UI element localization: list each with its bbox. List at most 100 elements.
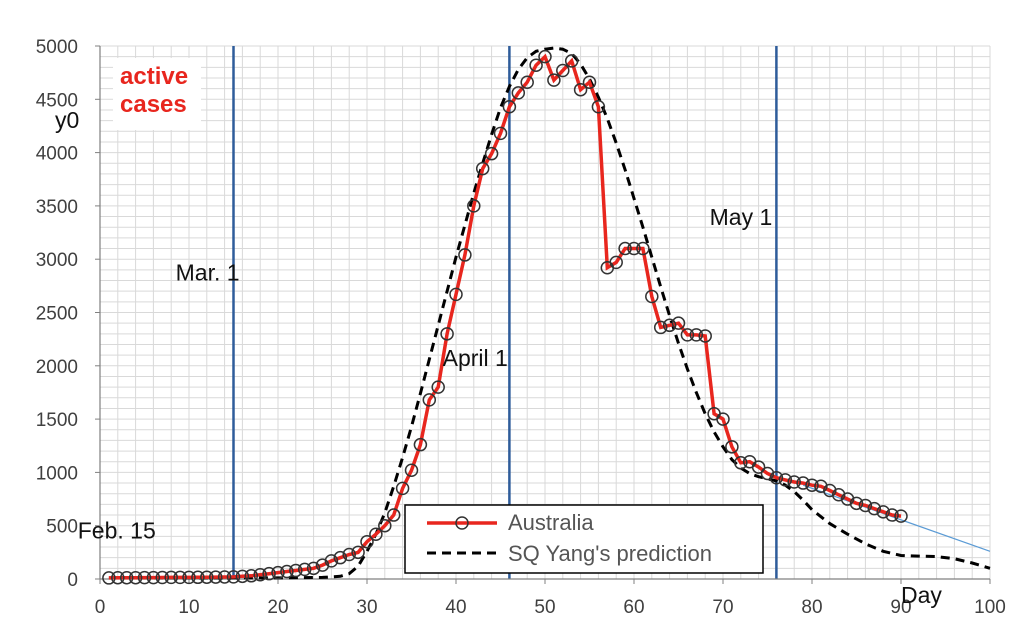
australia-point (369, 527, 383, 541)
australia-point (582, 75, 597, 89)
x-tick-label: 60 (623, 597, 644, 618)
x-tick-label: 70 (712, 597, 733, 618)
australia-point (306, 561, 321, 576)
australia-point (680, 328, 695, 342)
australia-point (271, 565, 285, 580)
australia-point (867, 501, 882, 516)
australia-point (734, 456, 748, 470)
australia-point (155, 570, 170, 585)
y-tick-label: 500 (46, 517, 78, 538)
y-tick-label: 5000 (36, 37, 78, 58)
australia-point (378, 518, 392, 533)
australia-point (529, 58, 543, 72)
australia-point (716, 412, 730, 426)
australia-point (573, 82, 588, 97)
y-tick-label: 0 (67, 570, 78, 591)
australia-point (885, 508, 899, 522)
legend: Australia SQ Yang's prediction (404, 504, 764, 574)
australia-point (342, 547, 356, 562)
legend-box (404, 504, 764, 574)
x-axis-label: Day (901, 582, 942, 608)
australia-point (805, 478, 819, 492)
legend-australia-label: Australia (508, 510, 594, 535)
australia-point (636, 241, 650, 256)
australia-point (413, 437, 428, 452)
x-tick-label: 0 (95, 597, 106, 618)
australia-point (849, 496, 864, 511)
australia-line (108, 53, 902, 580)
australia-point (280, 564, 294, 579)
australia-point (137, 570, 152, 585)
legend-prediction-label: SQ Yang's prediction (508, 541, 712, 566)
x-tick-label: 20 (267, 597, 288, 618)
australia-point (769, 470, 784, 485)
australia-point (200, 570, 214, 584)
start-date-label: Feb. 15 (78, 517, 156, 543)
australia-point (235, 569, 250, 584)
australia-point (182, 570, 196, 585)
australia-point (831, 488, 846, 502)
australia-point (894, 509, 908, 523)
y-tick-label: 2000 (36, 357, 78, 378)
australia-point (164, 570, 178, 585)
prediction-series (108, 46, 991, 580)
y-tick-label: 4500 (36, 90, 78, 111)
australia-point (262, 566, 276, 581)
australia-point (119, 570, 134, 585)
australia-point (475, 161, 490, 176)
australia-point (440, 327, 454, 341)
active-cases-label: active (120, 63, 188, 90)
x-tick-label: 100 (974, 597, 1006, 618)
australia-point (244, 569, 259, 583)
australia-point (609, 255, 623, 270)
australia-point (484, 146, 499, 161)
australia-point (653, 320, 668, 335)
australia-point (618, 241, 632, 256)
australia-point (538, 49, 552, 64)
australia-point (360, 534, 374, 549)
australia-point (111, 570, 125, 585)
australia-point (778, 473, 793, 487)
australia-point (253, 567, 267, 582)
australia-point (671, 316, 686, 330)
australia-point (208, 570, 223, 584)
australia-point (493, 126, 508, 141)
x-tick-label: 30 (356, 597, 377, 618)
australia-point (564, 54, 579, 68)
date-line-label: April 1 (443, 345, 508, 371)
australia-point (102, 571, 116, 585)
australia-point (502, 100, 517, 114)
australia-series (102, 49, 908, 585)
x-tick-label: 50 (534, 597, 555, 618)
australia-point (796, 476, 810, 490)
x-tick-label: 10 (178, 597, 199, 618)
date-line-label: Mar. 1 (176, 260, 240, 286)
annotations: Mar. 1 April 1 May 1 Feb. 15 y0 Day activecase… (55, 58, 942, 608)
australia-point (404, 463, 419, 478)
australia-point (689, 328, 704, 342)
y-tick-label: 1000 (36, 463, 78, 484)
australia-point (840, 492, 855, 506)
date-line-label: May 1 (710, 204, 773, 230)
australia-point (467, 199, 481, 213)
australia-point (297, 562, 312, 577)
y-tick-label: 3000 (36, 250, 78, 271)
australia-point (627, 241, 641, 256)
australia-point (226, 570, 241, 584)
prediction-line (108, 46, 991, 580)
australia-point (449, 287, 463, 302)
australia-point (386, 508, 401, 522)
australia-point (662, 318, 677, 333)
australia-point (422, 393, 437, 407)
australia-point (431, 380, 445, 394)
australia-point (760, 466, 775, 481)
active-cases-label: cases (120, 91, 187, 118)
australia-point (324, 554, 339, 568)
legend-australia-marker (455, 516, 469, 530)
australia-point (858, 498, 873, 513)
australia-point (645, 289, 659, 304)
australia-point (289, 563, 303, 578)
australia-point (876, 505, 890, 519)
australia-point (458, 248, 472, 262)
